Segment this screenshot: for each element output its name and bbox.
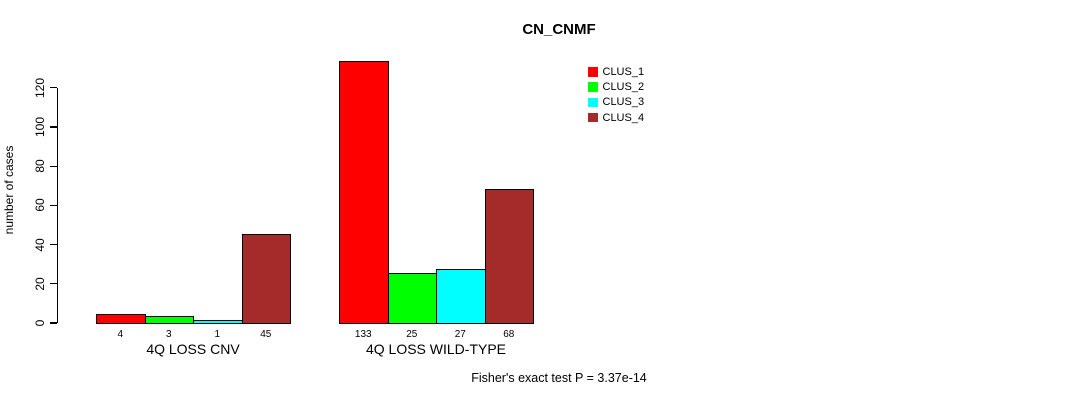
bar-clus_3-group2 [436,269,486,324]
legend-label: CLUS_1 [602,66,645,78]
y-tick-label: 40 [33,237,47,252]
bar-clus_4-group2 [484,188,534,324]
y-tick-label: 100 [33,116,47,138]
legend-row: CLUS_3 [588,96,644,108]
legend-swatch-clus_4 [588,112,598,123]
bar-value-label: 4 [117,329,124,340]
bar-value-label: 27 [454,329,466,340]
legend-row: CLUS_1 [588,66,644,78]
group-label: 4Q LOSS CNV [146,341,240,357]
legend-swatch-clus_1 [588,67,598,77]
y-tick-mark [50,322,57,324]
y-tick-mark [50,244,57,246]
bar-clus_1-group2 [339,61,389,324]
legend-label: CLUS_3 [602,96,645,109]
y-tick-label: 20 [33,277,47,291]
y-tick-mark [50,87,57,89]
y-tick-mark [50,126,57,128]
legend-label: CLUS_4 [602,111,645,124]
y-tick-label: 0 [33,319,47,327]
bar-clus_1-group1 [96,314,146,324]
legend-row: CLUS_2 [588,81,644,93]
bar-value-label: 25 [406,329,418,340]
bar-value-label: 3 [165,329,172,340]
y-tick-mark [50,165,57,167]
bar-clus_2-group2 [387,273,437,324]
bar-clus_3-group1 [193,320,243,324]
y-tick-label: 80 [33,159,47,173]
y-tick-mark [50,204,57,206]
bar-value-label: 45 [260,329,272,340]
bar-value-label: 1 [214,329,221,340]
chart-title: CN_CNMF [522,21,596,38]
group-label: 4Q LOSS WILD-TYPE [365,341,507,357]
bar-clus_4-group1 [241,233,291,324]
bar-value-label: 68 [503,329,515,340]
legend-row: CLUS_4 [588,112,644,124]
y-tick-mark [50,283,57,285]
y-axis-title: number of cases [2,145,16,235]
annotation-text: Fisher's exact test P = 3.37e-14 [471,371,647,385]
y-axis-line [57,87,59,324]
legend-swatch-clus_3 [588,97,598,108]
legend-swatch-clus_2 [588,82,598,92]
y-tick-label: 60 [33,198,47,213]
bar-value-label: 133 [354,329,372,340]
bar-clus_2-group1 [144,316,194,324]
legend-label: CLUS_2 [602,81,645,94]
y-tick-label: 120 [33,77,47,98]
